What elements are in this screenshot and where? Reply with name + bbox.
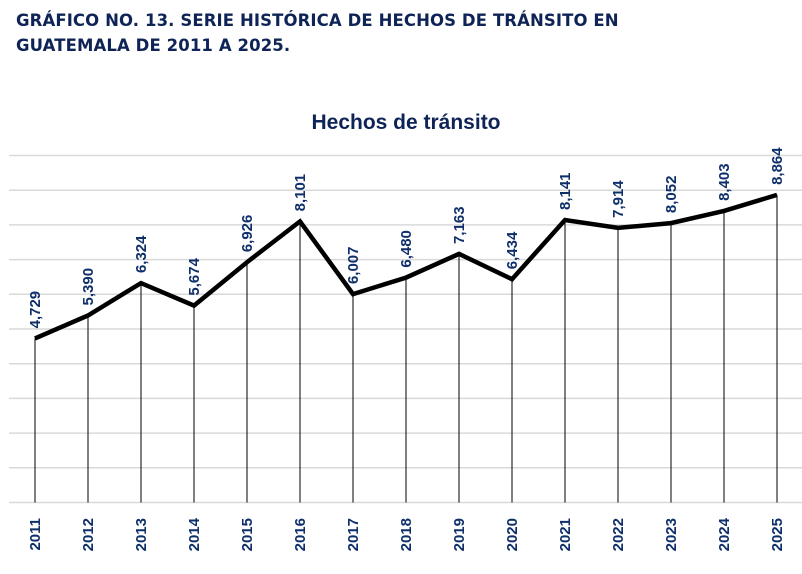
- data-label: 7,163: [451, 206, 468, 244]
- figure-heading: GRÁFICO NO. 13. SERIE HISTÓRICA DE HECHO…: [16, 8, 619, 58]
- data-label: 8,052: [663, 176, 680, 214]
- heading-line-2: GUATEMALA DE 2011 A 2025.: [16, 36, 291, 55]
- x-tick-label: 2011: [27, 518, 44, 551]
- x-tick-label: 2018: [398, 518, 415, 551]
- x-tick-label: 2023: [663, 518, 680, 551]
- data-label: 5,390: [80, 268, 97, 306]
- data-label: 8,403: [716, 163, 733, 201]
- heading-line-1: GRÁFICO NO. 13. SERIE HISTÓRICA DE HECHO…: [16, 11, 619, 30]
- x-tick-label: 2022: [610, 518, 627, 551]
- data-label: 6,324: [133, 235, 150, 273]
- x-tick-label: 2020: [504, 518, 521, 551]
- x-tick-label: 2024: [716, 517, 733, 551]
- data-label: 7,914: [610, 180, 627, 218]
- data-label: 4,729: [27, 291, 44, 329]
- x-tick-label: 2012: [80, 518, 97, 551]
- data-label: 8,141: [557, 172, 574, 210]
- data-label: 6,480: [398, 230, 415, 268]
- chart-title: Hechos de tránsito: [311, 111, 500, 134]
- x-tick-label: 2025: [769, 518, 786, 551]
- data-labels: 4,729 5,390 6,324 5,674 6,926 8,101 6,007 6,480…: [27, 147, 786, 329]
- x-tick-label: 2014: [186, 517, 203, 551]
- x-tick-label: 2017: [345, 518, 362, 551]
- data-label: 8,864: [769, 147, 786, 185]
- x-tick-label: 2015: [239, 518, 256, 551]
- series-line: [34, 192, 778, 341]
- data-label: 6,926: [239, 215, 256, 253]
- x-tick-label: 2019: [451, 518, 468, 551]
- data-label: 8,101: [292, 174, 309, 212]
- x-axis-labels: 2011 2012 2013 2014 2015 2016 2017 2018 2019 2020…: [27, 517, 786, 551]
- x-tick-label: 2013: [133, 518, 150, 551]
- x-tick-label: 2021: [557, 518, 574, 551]
- data-label: 6,434: [504, 231, 521, 269]
- x-tick-label: 2016: [292, 518, 309, 551]
- data-label: 5,674: [186, 257, 203, 295]
- drop-lines: [34, 194, 778, 503]
- data-label: 6,007: [345, 247, 362, 285]
